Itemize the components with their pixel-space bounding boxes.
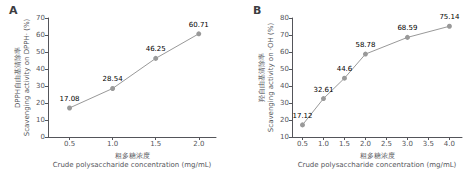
svg-text:32.61: 32.61 xyxy=(313,86,333,94)
svg-text:2.5: 2.5 xyxy=(381,140,392,148)
svg-text:A: A xyxy=(9,4,18,17)
svg-text:Scavenging activity on DPPH· (: Scavenging activity on DPPH· (%) xyxy=(23,18,31,136)
svg-text:3.0: 3.0 xyxy=(402,140,413,148)
svg-text:30: 30 xyxy=(280,99,289,107)
svg-text:70: 70 xyxy=(280,31,289,39)
svg-text:羟自由基清除率: 羟自由基清除率 xyxy=(258,53,266,102)
svg-text:60: 60 xyxy=(280,48,289,56)
svg-text:50: 50 xyxy=(36,48,45,56)
svg-text:2.0: 2.0 xyxy=(193,140,204,148)
svg-text:40: 40 xyxy=(280,82,289,90)
svg-text:Crude polysaccharide concentra: Crude polysaccharide concentration (mg/m… xyxy=(53,161,212,169)
svg-text:68.59: 68.59 xyxy=(397,24,417,32)
svg-text:0.5: 0.5 xyxy=(64,140,75,148)
svg-text:40: 40 xyxy=(36,65,45,73)
svg-text:44.6: 44.6 xyxy=(337,65,353,73)
svg-text:粗多糖浓度: 粗多糖浓度 xyxy=(115,152,150,160)
svg-text:0.5: 0.5 xyxy=(297,140,308,148)
svg-text:30: 30 xyxy=(36,82,45,90)
svg-text:2.0: 2.0 xyxy=(360,140,371,148)
svg-text:0: 0 xyxy=(41,133,45,141)
svg-text:1.5: 1.5 xyxy=(150,140,161,148)
svg-text:20: 20 xyxy=(280,116,289,124)
svg-text:28.54: 28.54 xyxy=(103,75,124,83)
svg-text:1.0: 1.0 xyxy=(107,140,118,148)
svg-text:1.0: 1.0 xyxy=(318,140,329,148)
svg-text:46.25: 46.25 xyxy=(146,45,166,53)
svg-text:4.0: 4.0 xyxy=(444,140,455,148)
svg-text:B: B xyxy=(253,4,261,17)
svg-text:80: 80 xyxy=(280,14,289,22)
svg-text:粗多糖浓度: 粗多糖浓度 xyxy=(360,152,395,160)
svg-text:60.71: 60.71 xyxy=(189,21,209,29)
svg-text:60: 60 xyxy=(36,31,45,39)
svg-text:70: 70 xyxy=(36,14,45,22)
svg-text:DPPH自由基清除率: DPPH自由基清除率 xyxy=(14,47,22,108)
svg-text:20: 20 xyxy=(36,99,45,107)
svg-text:50: 50 xyxy=(280,65,289,73)
svg-text:17.12: 17.12 xyxy=(292,112,312,120)
svg-text:17.08: 17.08 xyxy=(60,95,80,103)
svg-text:75.14: 75.14 xyxy=(439,13,460,21)
svg-text:10: 10 xyxy=(36,116,45,124)
svg-text:10: 10 xyxy=(280,133,289,141)
svg-text:3.5: 3.5 xyxy=(423,140,434,148)
svg-text:Scavenging activity on ·OH (%): Scavenging activity on ·OH (%) xyxy=(267,23,275,133)
svg-text:Crude polysaccharide concentra: Crude polysaccharide concentration (mg/m… xyxy=(298,161,457,169)
svg-text:1.5: 1.5 xyxy=(339,140,350,148)
svg-text:58.78: 58.78 xyxy=(355,41,375,49)
